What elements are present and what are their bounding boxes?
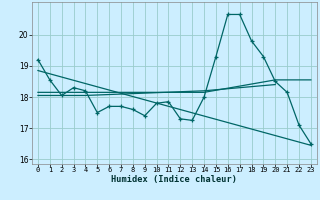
X-axis label: Humidex (Indice chaleur): Humidex (Indice chaleur) (111, 175, 237, 184)
